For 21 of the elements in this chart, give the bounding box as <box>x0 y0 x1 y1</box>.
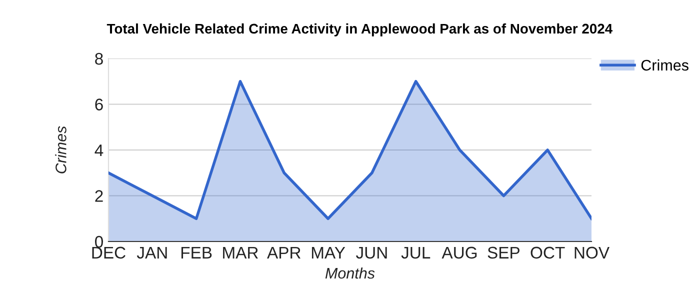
x-tick-label: JUN <box>356 246 387 259</box>
x-tick-label: MAR <box>223 246 258 258</box>
x-tick-label: JAN <box>136 246 167 259</box>
x-axis-title: Months <box>325 267 375 279</box>
legend-label: Crimes <box>641 59 688 71</box>
y-tick-label: 4 <box>94 144 104 156</box>
x-tick-label: JUL <box>401 246 430 259</box>
y-tick-label: 0 <box>95 236 103 248</box>
x-tick-label: AUG <box>442 246 477 259</box>
x-tick-label: MAY <box>312 246 346 258</box>
x-tick-label: OCT <box>530 246 565 259</box>
x-tick-label: FEB <box>181 246 212 258</box>
y-axis-title: Crimes <box>55 126 66 174</box>
y-tick-label: 6 <box>95 98 103 110</box>
x-tick-label: NOV <box>574 246 610 259</box>
x-tick-label: DEC <box>92 246 126 259</box>
y-tick-label: 8 <box>95 52 103 65</box>
chart-title: Total Vehicle Related Crime Activity in Applewood Park as of November 2024 <box>106 23 613 36</box>
y-tick-label: 2 <box>95 190 103 202</box>
x-tick-label: SEP <box>488 246 520 259</box>
x-tick-label: APR <box>267 246 300 258</box>
